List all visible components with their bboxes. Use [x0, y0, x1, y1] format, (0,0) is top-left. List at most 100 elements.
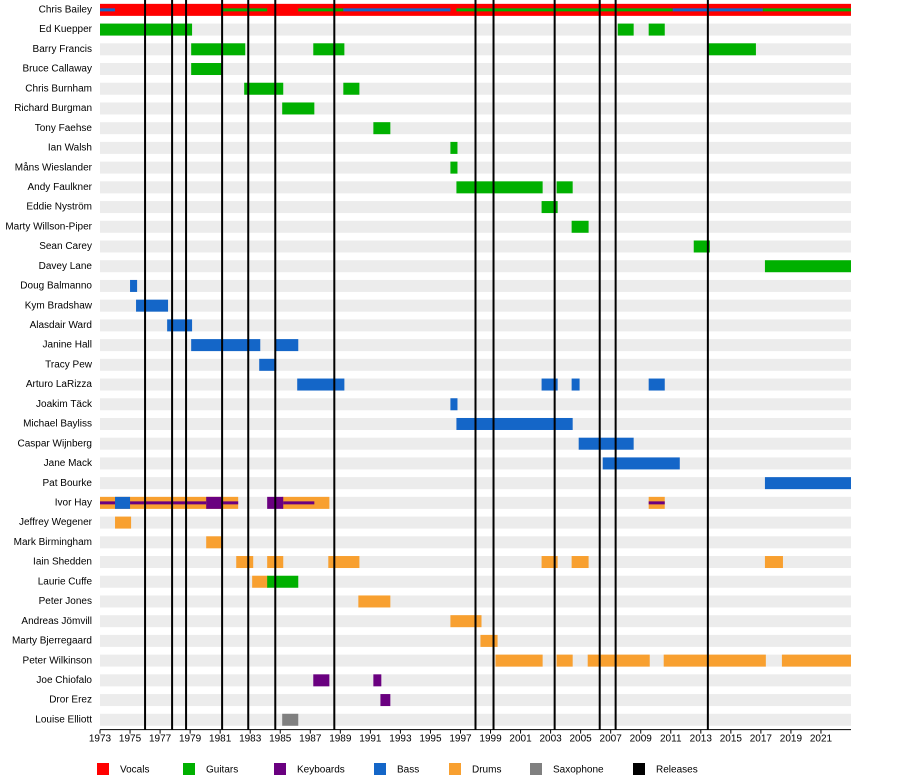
membership-bar	[297, 378, 345, 391]
membership-bar	[328, 556, 360, 569]
membership-bar	[136, 299, 169, 312]
legend-label: Keyboards	[297, 765, 345, 776]
membership-bar	[167, 319, 193, 332]
x-tick-label: 2003	[539, 733, 562, 744]
member-name: Joakim Täck	[36, 399, 93, 410]
membership-bar	[380, 694, 391, 707]
member-name: Laurie Cuffe	[38, 576, 93, 587]
membership-bar	[571, 220, 589, 233]
membership-bar	[259, 358, 277, 371]
membership-bar	[541, 378, 558, 391]
x-tick-label: 2013	[690, 733, 713, 744]
membership-bar	[556, 181, 573, 194]
legend-swatch	[633, 763, 645, 775]
membership-bar	[282, 713, 299, 726]
member-name: Janine Hall	[43, 340, 92, 351]
x-tick-label: 1987	[299, 733, 322, 744]
member-name: Michael Bayliss	[23, 419, 92, 430]
member-name: Davey Lane	[39, 261, 93, 272]
secondary-role-bar	[672, 8, 763, 12]
member-name: Dror Erez	[49, 695, 92, 706]
member-name: Chris Burnham	[25, 83, 92, 94]
member-name: Tracy Pew	[45, 359, 93, 370]
membership-bar	[206, 536, 223, 549]
membership-bar	[764, 556, 783, 569]
membership-bar	[191, 339, 261, 352]
member-name: Marty Willson-Piper	[5, 221, 92, 232]
membership-bar	[373, 122, 391, 135]
x-tick-label: 2001	[509, 733, 532, 744]
secondary-role-bar	[343, 8, 451, 12]
membership-bar	[450, 398, 458, 411]
membership-bar	[693, 240, 710, 253]
x-tick-label: 2007	[600, 733, 623, 744]
member-name: Andy Faulkner	[28, 182, 93, 193]
member-name: Barry Francis	[33, 44, 92, 55]
legend-label: Guitars	[206, 765, 238, 776]
membership-bar	[707, 43, 756, 56]
membership-bar	[541, 201, 558, 214]
x-tick-label: 1993	[389, 733, 412, 744]
member-name: Ivor Hay	[55, 498, 92, 509]
membership-bar	[206, 496, 222, 509]
legend-swatch	[374, 763, 386, 775]
member-name: Iain Shedden	[33, 557, 92, 568]
membership-bar	[252, 575, 269, 588]
member-name: Louise Elliott	[35, 714, 92, 725]
legend-label: Drums	[472, 765, 501, 776]
member-name: Pat Bourke	[43, 478, 93, 489]
secondary-role-bar	[221, 501, 239, 505]
membership-bar	[556, 654, 573, 667]
membership-bar	[244, 82, 284, 95]
secondary-role-bar	[222, 8, 268, 12]
membership-bar	[587, 654, 650, 667]
legend-label: Saxophone	[553, 765, 604, 776]
member-name: Alasdair Ward	[30, 320, 92, 331]
secondary-role-bar	[283, 501, 315, 505]
x-tick-label: 1975	[119, 733, 142, 744]
x-tick-label: 2019	[780, 733, 803, 744]
x-tick-label: 1981	[209, 733, 232, 744]
secondary-role-bar	[100, 501, 116, 505]
membership-bar	[191, 63, 223, 76]
membership-bar	[578, 437, 634, 450]
membership-bar	[648, 378, 665, 391]
member-name: Eddie Nyström	[26, 202, 92, 213]
membership-bar	[781, 654, 851, 667]
secondary-role-bar	[648, 501, 665, 505]
member-name: Kym Bradshaw	[25, 300, 93, 311]
x-tick-label: 1991	[359, 733, 382, 744]
member-name: Mark Birmingham	[14, 537, 92, 548]
membership-bar	[450, 615, 482, 628]
x-tick-label: 1997	[449, 733, 472, 744]
membership-bar	[343, 82, 360, 95]
x-tick-label: 2009	[630, 733, 653, 744]
member-name: Måns Wieslander	[15, 161, 93, 173]
membership-bar	[541, 556, 558, 569]
member-name: Jane Mack	[44, 458, 93, 469]
membership-bar	[236, 556, 254, 569]
legend-swatch	[97, 763, 109, 775]
membership-bar	[617, 23, 634, 36]
member-name: Sean Carey	[39, 241, 92, 252]
member-name: Andreas Jömvill	[21, 616, 92, 627]
secondary-role-bar	[100, 8, 116, 12]
membership-bar	[480, 634, 498, 647]
legend-swatch	[530, 763, 542, 775]
membership-bar	[450, 161, 458, 174]
x-tick-label: 1979	[179, 733, 202, 744]
legend-label: Releases	[656, 765, 698, 776]
legend-label: Vocals	[120, 765, 149, 776]
x-tick-label: 1985	[269, 733, 292, 744]
x-tick-label: 2021	[810, 733, 833, 744]
x-tick-label: 2011	[660, 733, 682, 744]
membership-bar	[282, 102, 315, 115]
membership-bar	[267, 575, 299, 588]
legend-swatch	[274, 763, 286, 775]
membership-bar	[571, 378, 580, 391]
membership-bar	[130, 279, 138, 292]
secondary-role-bar	[130, 501, 207, 505]
membership-bar	[313, 674, 330, 687]
member-name: Peter Wilkinson	[23, 655, 92, 666]
secondary-role-bar	[762, 8, 851, 12]
